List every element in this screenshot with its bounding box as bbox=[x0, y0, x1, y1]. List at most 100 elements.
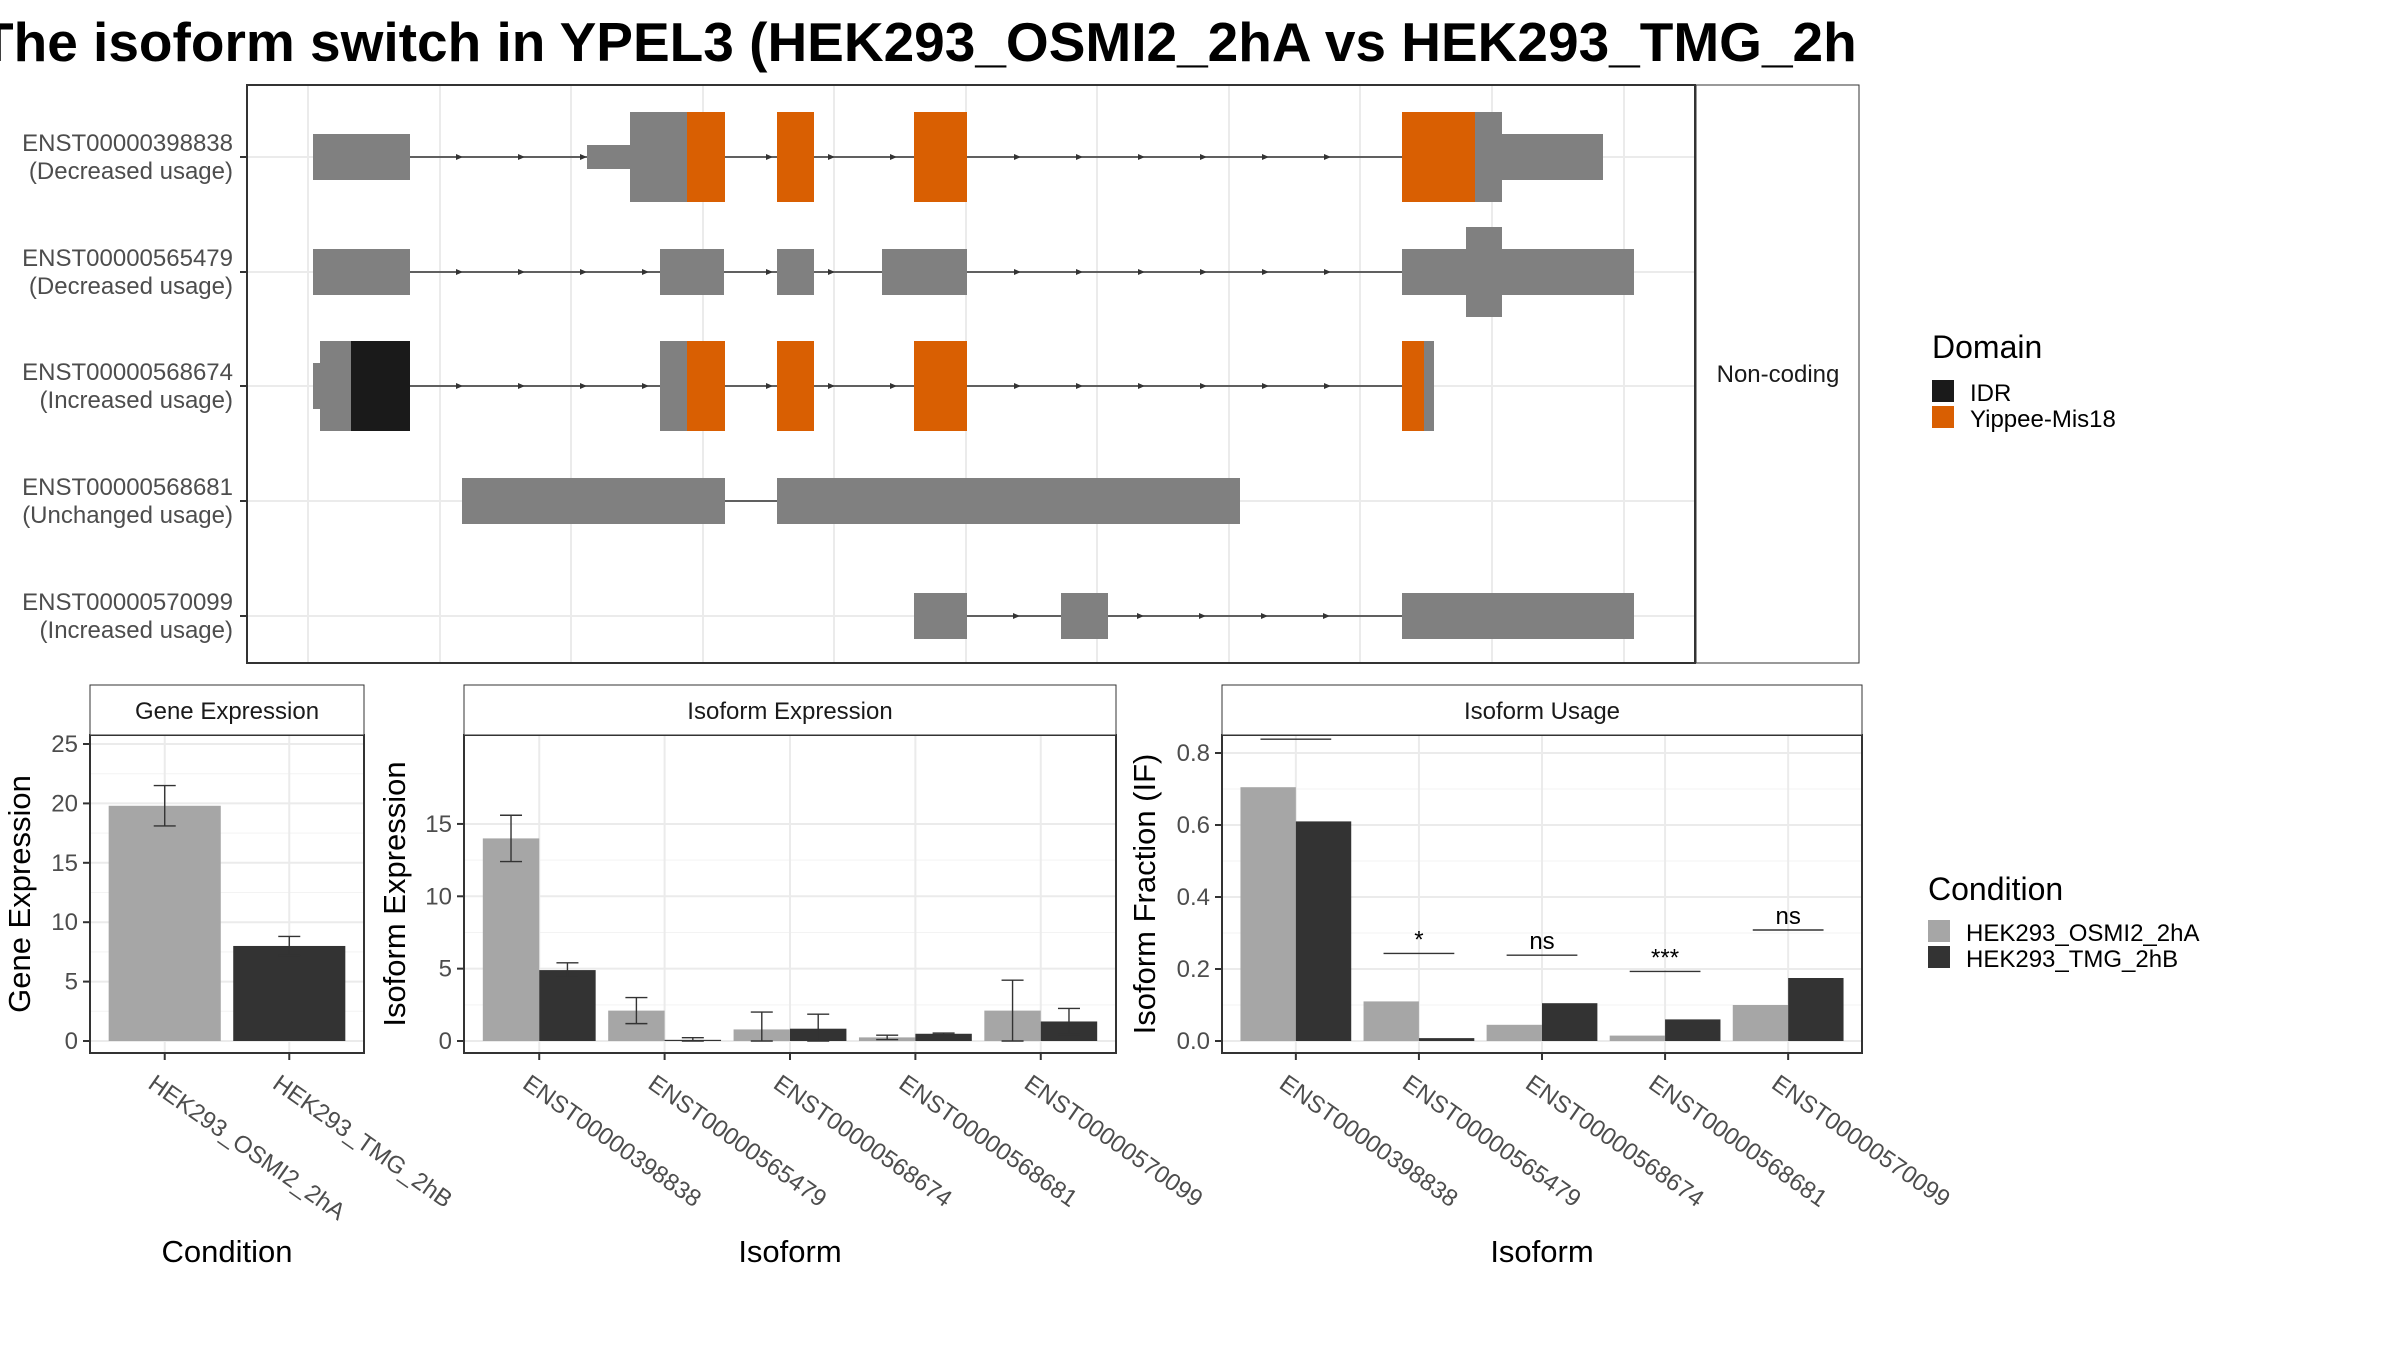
strip-label-noncoding: Non-coding bbox=[1717, 361, 1840, 388]
domain-legend-swatch bbox=[1932, 380, 1954, 402]
chart1-ytick-label: 20 bbox=[51, 790, 78, 817]
tx3-intron-arrow bbox=[828, 383, 835, 389]
tx1-intron-arrow bbox=[1076, 154, 1083, 160]
tx2-intron-arrow bbox=[456, 269, 463, 275]
tx3-intron-arrow bbox=[518, 383, 525, 389]
chart1-strip-title: Gene Expression bbox=[135, 698, 319, 725]
transcript-strip bbox=[1695, 84, 1860, 664]
tx5-intron-arrow bbox=[1137, 613, 1144, 619]
domain-legend-label: Yippee-Mis18 bbox=[1970, 406, 2116, 433]
domain-legend-swatch bbox=[1932, 406, 1954, 428]
chart2-ytick-label: 15 bbox=[425, 811, 452, 838]
tx2-exon-1 bbox=[313, 249, 410, 295]
tx3-intron-arrow bbox=[1324, 383, 1331, 389]
tx2-intron-arrow bbox=[642, 269, 649, 275]
chart1-bar bbox=[108, 805, 221, 1041]
tx1-exon-1 bbox=[313, 134, 410, 180]
tx3-domain-yippee-3 bbox=[914, 341, 967, 431]
tx2-intron-arrow bbox=[828, 269, 835, 275]
chart2-ytick-label: 5 bbox=[439, 956, 452, 983]
transcript-id-label: ENST00000398838 bbox=[22, 130, 233, 157]
tx3-exon-2 bbox=[660, 341, 687, 431]
chart1-xtick-label: HEK293_OSMI2_2hA bbox=[143, 1070, 350, 1226]
tx3-domain-yippee-2 bbox=[777, 341, 814, 431]
tx3-intron-arrow bbox=[580, 383, 587, 389]
chart2-ylabel: Isoform Expression bbox=[377, 761, 412, 1026]
tx3-exon-1 bbox=[320, 341, 351, 431]
chart3-ytick-label: 0.0 bbox=[1177, 1028, 1210, 1055]
tx1-intron-arrow bbox=[1200, 154, 1207, 160]
chart3-ytick-label: 0.4 bbox=[1177, 884, 1210, 911]
tx2-intron-arrow bbox=[1200, 269, 1207, 275]
chart3-ylabel: Isoform Fraction (IF) bbox=[1127, 754, 1162, 1035]
tx1-intron-arrow bbox=[518, 154, 525, 160]
tx1-intron-arrow bbox=[580, 154, 587, 160]
chart3-strip-title: Isoform Usage bbox=[1464, 698, 1620, 725]
tx5-exon-1 bbox=[914, 593, 967, 639]
chart3-bar bbox=[1240, 787, 1296, 1041]
tx5-intron-arrow bbox=[1013, 613, 1020, 619]
tx3-domain-yippee-1 bbox=[687, 341, 725, 431]
condition-legend-swatch bbox=[1928, 946, 1950, 968]
tx1-utr-2 bbox=[587, 145, 630, 169]
chart2-ytick-label: 10 bbox=[425, 883, 452, 910]
chart3-bar bbox=[1665, 1019, 1721, 1041]
tx1-intron-arrow bbox=[766, 154, 773, 160]
tx3-intron-arrow bbox=[1138, 383, 1145, 389]
tx5-exon-2 bbox=[1061, 593, 1108, 639]
transcript-id-label: ENST00000565479 bbox=[22, 245, 233, 272]
tx3-intron-arrow bbox=[1076, 383, 1083, 389]
transcript-usage-label: (Increased usage) bbox=[40, 617, 233, 644]
chart2-strip-title: Isoform Expression bbox=[687, 698, 892, 725]
chart3-bar bbox=[1542, 1003, 1598, 1041]
tx3-intron-arrow bbox=[642, 383, 649, 389]
tx2-intron-arrow bbox=[1076, 269, 1083, 275]
chart2-bar bbox=[539, 970, 596, 1041]
chart3-strip bbox=[1221, 684, 1863, 736]
transcript-usage-label: (Increased usage) bbox=[40, 387, 233, 414]
transcript-usage-label: (Unchanged usage) bbox=[22, 502, 233, 529]
tx1-intron-arrow bbox=[890, 154, 897, 160]
tx1-exon-last bbox=[1475, 112, 1502, 202]
chart3-sig-label: ns bbox=[1529, 928, 1554, 955]
chart3-bar bbox=[1418, 1038, 1475, 1041]
tx2-intron-arrow bbox=[1138, 269, 1145, 275]
condition-legend-label: HEK293_OSMI2_2hA bbox=[1966, 920, 2199, 947]
tx1-domain-yippee-3 bbox=[914, 112, 967, 202]
tx4-exon-1 bbox=[462, 478, 725, 524]
chart3-ytick-label: 0.2 bbox=[1177, 956, 1210, 983]
tx2-intron-arrow bbox=[580, 269, 587, 275]
tx3-domain-idr bbox=[351, 341, 410, 431]
tx2-intron-arrow bbox=[518, 269, 525, 275]
chart3-ytick-label: 0.6 bbox=[1177, 812, 1210, 839]
tx3-intron-arrow bbox=[1200, 383, 1207, 389]
tx1-domain-yippee-1 bbox=[687, 112, 725, 202]
chart2-strip bbox=[463, 684, 1117, 736]
chart1-ytick-label: 25 bbox=[51, 731, 78, 758]
tx2-exon-last bbox=[1402, 249, 1634, 295]
chart2-xlabel: Isoform bbox=[738, 1234, 841, 1269]
transcript-panel-border bbox=[246, 84, 1696, 664]
tx1-domain-yippee-2 bbox=[777, 112, 814, 202]
domain-legend-title: Domain bbox=[1932, 329, 2042, 365]
tx3-intron-arrow bbox=[456, 383, 463, 389]
tx1-domain-yippee-4 bbox=[1402, 112, 1475, 202]
chart3-bar bbox=[1788, 978, 1844, 1041]
chart1-strip bbox=[89, 684, 365, 736]
tx1-exon-2 bbox=[630, 112, 687, 202]
tx1-intron-arrow bbox=[1138, 154, 1145, 160]
chart2-bar bbox=[482, 838, 540, 1041]
transcript-id-label: ENST00000568681 bbox=[22, 474, 233, 501]
chart3-bar bbox=[1363, 1001, 1419, 1041]
chart1-xlabel: Condition bbox=[162, 1234, 293, 1269]
chart3-bar bbox=[1295, 821, 1352, 1041]
tx1-intron-arrow bbox=[456, 154, 463, 160]
tx2-cds-last bbox=[1466, 227, 1502, 317]
tx3-intron-arrow bbox=[1014, 383, 1021, 389]
chart3-bar bbox=[1486, 1024, 1542, 1041]
tx3-intron-arrow bbox=[766, 383, 773, 389]
tx2-intron-arrow bbox=[1262, 269, 1269, 275]
tx2-intron-arrow bbox=[1014, 269, 1021, 275]
